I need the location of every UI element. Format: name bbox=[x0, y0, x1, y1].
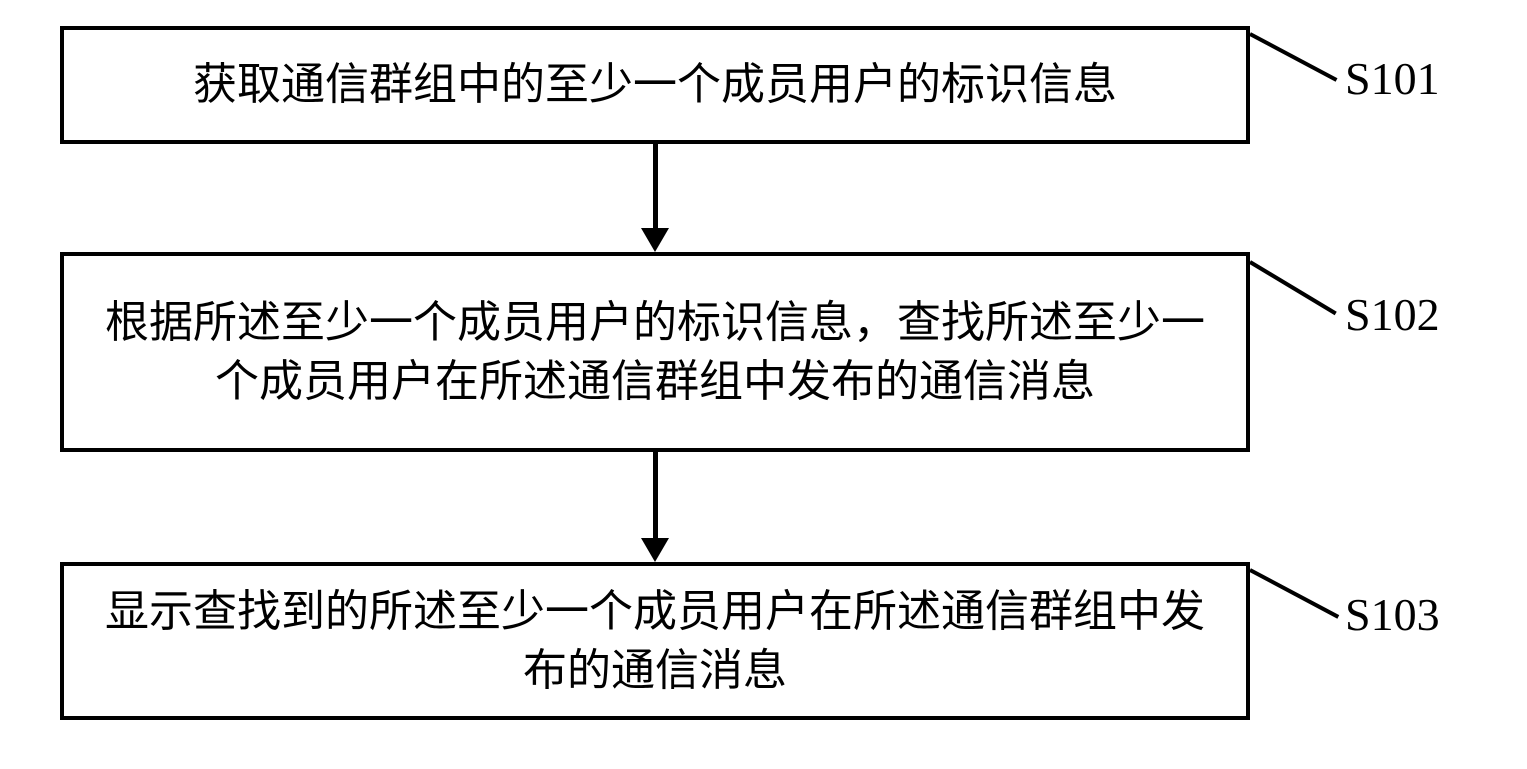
step-label-s103: S103 bbox=[1345, 588, 1440, 641]
step-label-s101: S101 bbox=[1345, 52, 1440, 105]
flow-node-s103: 显示查找到的所述至少一个成员用户在所述通信群组中发布的通信消息 bbox=[60, 562, 1250, 720]
flowchart-canvas: 获取通信群组中的至少一个成员用户的标识信息 S101 根据所述至少一个成员用户的… bbox=[0, 0, 1527, 769]
flow-node-text: 显示查找到的所述至少一个成员用户在所述通信群组中发布的通信消息 bbox=[94, 582, 1216, 701]
leader-line-s102 bbox=[1249, 260, 1337, 315]
leader-line-s101 bbox=[1249, 32, 1337, 82]
flow-node-text: 获取通信群组中的至少一个成员用户的标识信息 bbox=[193, 55, 1117, 114]
arrowhead-icon bbox=[641, 228, 669, 252]
leader-line-s103 bbox=[1249, 568, 1339, 618]
flow-node-text: 根据所述至少一个成员用户的标识信息，查找所述至少一个成员用户在所述通信群组中发布… bbox=[94, 293, 1216, 412]
edge-s101-s102 bbox=[653, 144, 658, 228]
arrowhead-icon bbox=[641, 538, 669, 562]
flow-node-s101: 获取通信群组中的至少一个成员用户的标识信息 bbox=[60, 26, 1250, 144]
edge-s102-s103 bbox=[653, 452, 658, 538]
step-label-s102: S102 bbox=[1345, 288, 1440, 341]
flow-node-s102: 根据所述至少一个成员用户的标识信息，查找所述至少一个成员用户在所述通信群组中发布… bbox=[60, 252, 1250, 452]
